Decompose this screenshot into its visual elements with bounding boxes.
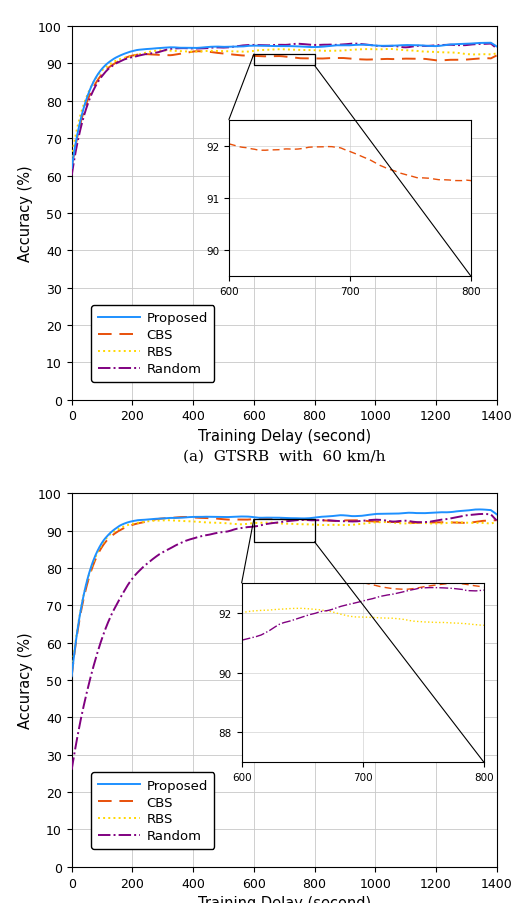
- Proposed: [96, 543, 102, 554]
- Text: (a)  GTSRB  with  60 km/h: (a) GTSRB with 60 km/h: [183, 449, 386, 463]
- Random: [494, 516, 500, 526]
- Proposed: [69, 163, 75, 174]
- Random: [69, 171, 75, 182]
- RBS: [386, 44, 392, 55]
- CBS: [423, 54, 429, 65]
- Proposed: [477, 505, 483, 516]
- Line: RBS: RBS: [72, 50, 497, 158]
- RBS: [168, 516, 175, 526]
- Random: [488, 39, 494, 50]
- CBS: [96, 73, 102, 84]
- Random: [168, 543, 174, 554]
- Line: RBS: RBS: [72, 521, 497, 673]
- RBS: [494, 49, 500, 60]
- Proposed: [344, 510, 350, 521]
- Proposed: [494, 509, 500, 520]
- CBS: [494, 51, 500, 61]
- RBS: [344, 46, 350, 57]
- Random: [344, 517, 350, 527]
- Line: Proposed: Proposed: [72, 510, 497, 676]
- Random: [423, 517, 429, 528]
- Random: [378, 515, 385, 526]
- Proposed: [96, 68, 102, 79]
- RBS: [423, 47, 429, 58]
- Y-axis label: Accuracy (%): Accuracy (%): [17, 632, 33, 729]
- Random: [69, 765, 75, 776]
- Proposed: [378, 42, 385, 52]
- Proposed: [488, 38, 494, 49]
- CBS: [378, 517, 385, 527]
- RBS: [344, 520, 350, 531]
- CBS: [168, 51, 174, 61]
- CBS: [168, 513, 174, 524]
- Random: [344, 40, 350, 51]
- Proposed: [494, 42, 500, 52]
- Proposed: [332, 41, 338, 51]
- Random: [332, 516, 338, 526]
- Random: [480, 509, 486, 520]
- RBS: [423, 518, 429, 529]
- Proposed: [69, 671, 75, 682]
- Legend: Proposed, CBS, RBS, Random: Proposed, CBS, RBS, Random: [91, 772, 215, 849]
- RBS: [168, 46, 174, 57]
- RBS: [69, 153, 75, 163]
- Proposed: [168, 513, 174, 524]
- Random: [332, 41, 338, 51]
- CBS: [344, 54, 350, 65]
- CBS: [96, 547, 102, 558]
- RBS: [378, 45, 385, 56]
- RBS: [164, 516, 170, 526]
- RBS: [378, 517, 385, 528]
- CBS: [333, 53, 339, 64]
- X-axis label: Training Delay (second): Training Delay (second): [198, 429, 371, 443]
- CBS: [378, 54, 385, 65]
- RBS: [69, 667, 75, 678]
- CBS: [333, 517, 339, 527]
- Line: Random: Random: [72, 515, 497, 770]
- Random: [96, 76, 102, 87]
- Proposed: [423, 42, 429, 52]
- CBS: [344, 516, 350, 526]
- X-axis label: Training Delay (second): Training Delay (second): [198, 895, 371, 903]
- RBS: [96, 70, 102, 80]
- CBS: [194, 47, 200, 58]
- CBS: [69, 163, 75, 174]
- CBS: [494, 516, 500, 526]
- RBS: [96, 545, 102, 555]
- Random: [423, 42, 429, 52]
- Random: [168, 44, 174, 55]
- Proposed: [168, 42, 174, 53]
- Line: CBS: CBS: [72, 517, 497, 676]
- Line: CBS: CBS: [72, 52, 497, 169]
- Proposed: [344, 41, 350, 51]
- Proposed: [423, 508, 429, 519]
- RBS: [332, 46, 338, 57]
- Random: [378, 42, 385, 52]
- Line: Proposed: Proposed: [72, 43, 497, 169]
- Random: [494, 44, 500, 55]
- CBS: [423, 517, 429, 528]
- CBS: [181, 512, 187, 523]
- Proposed: [378, 508, 385, 519]
- Line: Random: Random: [72, 44, 497, 176]
- Proposed: [332, 511, 338, 522]
- RBS: [333, 520, 339, 531]
- Legend: Proposed, CBS, RBS, Random: Proposed, CBS, RBS, Random: [91, 305, 215, 383]
- Y-axis label: Accuracy (%): Accuracy (%): [17, 165, 33, 262]
- RBS: [494, 517, 500, 527]
- Random: [96, 642, 102, 653]
- CBS: [69, 671, 75, 682]
